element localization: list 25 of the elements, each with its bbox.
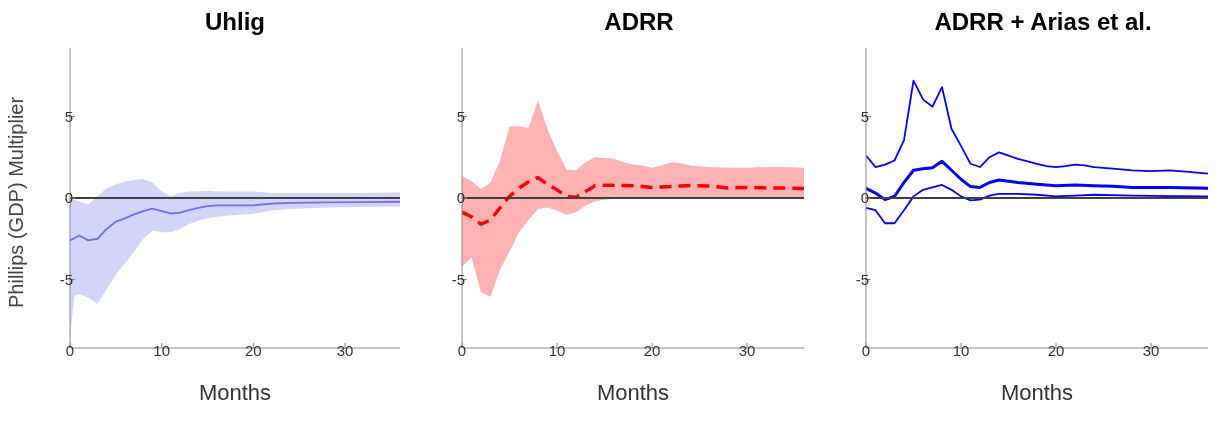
- x-tick-label: 30: [1142, 341, 1160, 359]
- x-tick-label: 20: [244, 341, 262, 359]
- y-tick-label: 0: [64, 189, 73, 207]
- y-tick-label: 5: [860, 107, 869, 125]
- x-axis-title: Months: [198, 380, 272, 405]
- chart-title: ADRR + Arias et al.: [933, 8, 1153, 37]
- x-axis-title: Months: [596, 380, 670, 405]
- x-tick-label: 10: [952, 341, 970, 359]
- chart-title: Uhlig: [204, 8, 266, 37]
- x-tick-label: 10: [548, 341, 566, 359]
- x-axis-title: Months: [1000, 380, 1074, 405]
- x-tick-label: 30: [738, 341, 756, 359]
- y-tick-label: -5: [59, 270, 73, 288]
- x-tick-label: 30: [336, 341, 354, 359]
- y-tick-label: -5: [855, 270, 869, 288]
- x-tick-label: 20: [1047, 341, 1065, 359]
- y-axis-title: Phillips (GDP) Multiplier: [5, 96, 28, 308]
- y-tick-label: 0: [860, 189, 869, 207]
- y-tick-label: -5: [451, 270, 465, 288]
- y-tick-label: 0: [456, 189, 465, 207]
- y-tick-label: 5: [456, 107, 465, 125]
- x-tick-label: 10: [153, 341, 171, 359]
- x-tick-label: 20: [643, 341, 661, 359]
- y-tick-label: 5: [64, 107, 73, 125]
- chart-title: ADRR: [603, 8, 675, 37]
